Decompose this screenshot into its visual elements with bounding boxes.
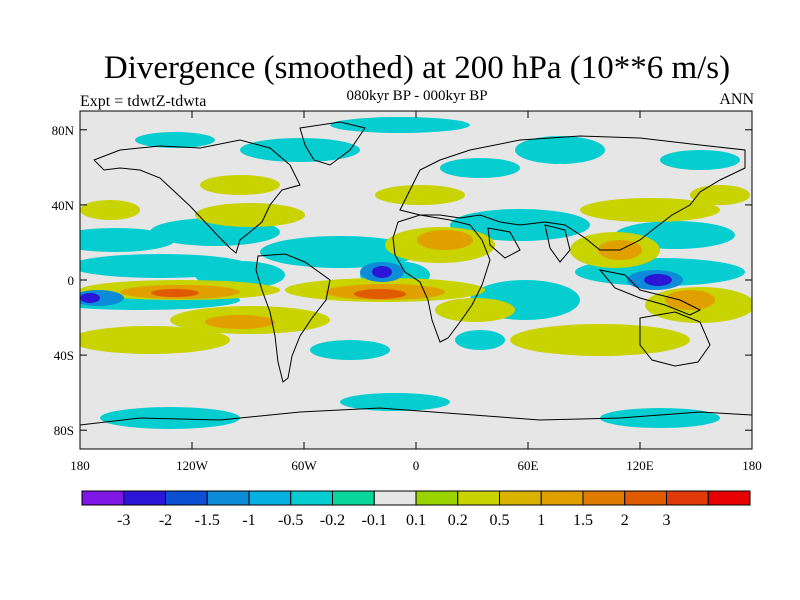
lat-tick-label: 80S: [54, 423, 74, 438]
colorbar-label: -0.2: [320, 512, 345, 529]
colorbar-swatch: [373, 490, 417, 506]
lat-tick-label: 40S: [54, 348, 74, 363]
coastline-indonesia: [598, 269, 702, 316]
colorbar-swatch: [540, 490, 584, 506]
coastline-eurasia: [399, 135, 746, 251]
colorbar-label: 1: [537, 512, 545, 529]
experiment-label: Expt = tdwtZ-tdwta: [80, 93, 207, 110]
colorbar-swatch: [666, 490, 709, 506]
coastline-south-america: [255, 253, 331, 383]
colorbar-label: 3: [663, 512, 671, 529]
season-label: ANN: [719, 91, 754, 108]
figure-title: Divergence (smoothed) at 200 hPa (10**6 …: [103, 50, 731, 86]
colorbar-swatch: [332, 490, 375, 506]
colorbar-swatch: [165, 490, 208, 506]
colorbar-label: -2: [159, 512, 172, 529]
lon-tick-label: 60W: [291, 458, 317, 473]
lat-tick-label: 80N: [52, 123, 75, 138]
figure-subtitle: 080kyr BP - 000kyr BP: [346, 88, 488, 104]
lat-tick-label: 40N: [52, 198, 75, 213]
colorbar-label: 2: [621, 512, 629, 529]
coastline-arabia-india: [487, 224, 571, 263]
colorbar: -3 -2 -1.5 -1 -0.5 -0.2 -0.1 0.1 0.2 0.5 1 1.5 2 3: [81, 490, 751, 529]
colorbar-swatch: [290, 490, 333, 506]
lon-tick-label: 60E: [518, 458, 539, 473]
coastline-africa: [392, 214, 491, 343]
lon-tick-label: 120W: [176, 458, 209, 473]
divergence-positive-strong: [151, 289, 406, 299]
colorbar-swatch: [707, 490, 751, 506]
coastline-north-america: [93, 139, 301, 254]
coastline-antarctica: [80, 407, 752, 426]
latitude-axis: 80N 40N 0 40S 80S: [52, 123, 752, 438]
colorbar-swatch: [248, 490, 292, 506]
coastline-greenland: [299, 121, 366, 166]
colorbar-label: 0.5: [490, 512, 510, 529]
colorbar-label: -1: [242, 512, 255, 529]
colorbar-label: 0.2: [448, 512, 468, 529]
colorbar-label: 0.1: [406, 512, 426, 529]
lon-tick-label: 0: [413, 458, 420, 473]
divergence-negative-strong: [80, 266, 672, 303]
colorbar-label: -1.5: [195, 512, 220, 529]
lat-tick-label: 0: [68, 273, 75, 288]
coastlines: [80, 121, 752, 426]
colorbar-swatch: [415, 490, 459, 506]
lon-tick-label: 180: [70, 458, 90, 473]
coastline-australia: [639, 311, 711, 367]
colorbar-swatch: [81, 490, 125, 506]
colorbar-label: 1.5: [573, 512, 593, 529]
colorbar-swatch: [457, 490, 500, 506]
colorbar-label: -0.1: [362, 512, 387, 529]
divergence-field: [80, 117, 752, 429]
colorbar-swatch: [499, 490, 542, 506]
colorbar-swatch: [624, 490, 667, 506]
colorbar-label: -0.5: [278, 512, 303, 529]
colorbar-swatch: [123, 490, 166, 506]
longitude-axis: 180 120W 60W 0 60E 120E 180: [70, 111, 762, 473]
colorbar-label: -3: [117, 512, 130, 529]
colorbar-swatch: [582, 490, 626, 506]
colorbar-swatch: [206, 490, 250, 506]
lon-tick-label: 180: [742, 458, 762, 473]
lon-tick-label: 120E: [626, 458, 654, 473]
